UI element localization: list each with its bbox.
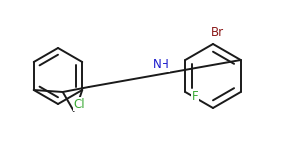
Text: F: F <box>192 90 199 102</box>
Text: Cl: Cl <box>73 97 85 111</box>
Text: Br: Br <box>210 26 224 40</box>
Text: N: N <box>153 58 162 71</box>
Text: H: H <box>160 58 169 71</box>
